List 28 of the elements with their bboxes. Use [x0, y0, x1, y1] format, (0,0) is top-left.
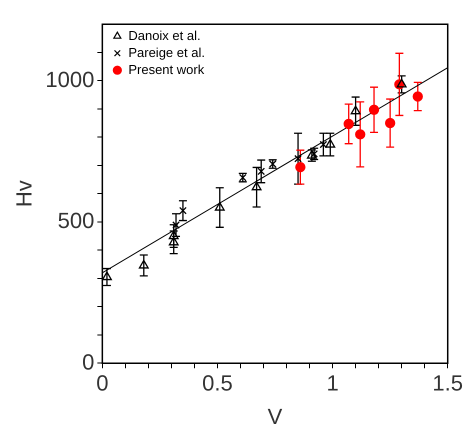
point	[168, 230, 179, 240]
x-tick-label: 0.5	[202, 370, 233, 396]
point	[252, 182, 262, 190]
y-tick-label: 500	[58, 208, 94, 234]
legend-label: Present work	[128, 62, 205, 77]
point	[294, 154, 302, 162]
point	[350, 106, 361, 114]
point	[412, 91, 423, 102]
point	[368, 104, 380, 115]
y-axis-title: Hv	[11, 180, 36, 208]
x-tick-label: 1	[326, 370, 339, 396]
point	[396, 78, 407, 88]
point	[385, 118, 396, 128]
point	[355, 129, 366, 140]
y-tick-label: 1000	[45, 66, 94, 92]
x-axis-title: V	[268, 404, 283, 429]
x-tick-label: 1.5	[432, 370, 464, 396]
point	[168, 236, 179, 246]
point	[344, 118, 354, 130]
legend-label: Pareige et al.	[128, 44, 205, 60]
point	[214, 202, 225, 211]
point	[138, 260, 149, 269]
y-tick-label: 0	[82, 349, 94, 374]
point	[102, 271, 112, 280]
legend-label: Danoix et al.	[128, 28, 201, 43]
point	[172, 221, 180, 229]
point	[325, 138, 336, 148]
point	[295, 162, 306, 172]
